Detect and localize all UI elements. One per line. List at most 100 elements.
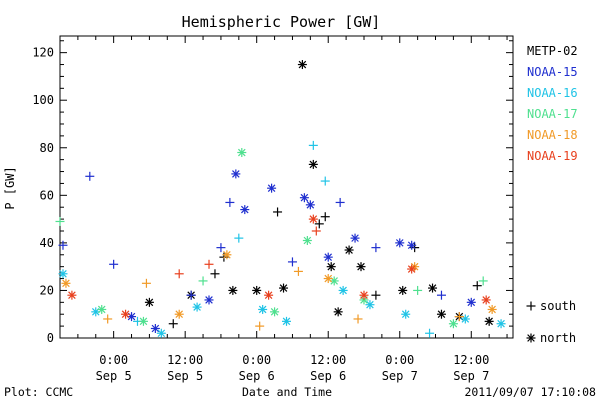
south-point [335, 197, 345, 207]
north-point [231, 169, 241, 179]
marker-stroke [309, 215, 318, 223]
footer-credit: Plot: CCMC [4, 385, 73, 399]
marker-stroke [68, 291, 76, 299]
marker-stroke [407, 241, 416, 250]
north-point [61, 278, 71, 288]
y-axis-label: P [GW] [3, 166, 17, 209]
north-point [308, 214, 318, 224]
marker-stroke [97, 305, 106, 314]
marker-stroke [300, 193, 309, 202]
south-point [273, 207, 283, 217]
marker-stroke [401, 310, 410, 319]
north-point [279, 283, 289, 293]
marker-stroke [127, 312, 136, 321]
marker-stroke [151, 324, 160, 333]
south-point [436, 290, 446, 300]
south-point [186, 290, 196, 300]
marker-legend: south north [526, 299, 576, 345]
marker-stroke [497, 319, 505, 328]
north-point [240, 205, 250, 215]
legend-item: NOAA-15 [527, 65, 578, 79]
marker-stroke [270, 308, 279, 316]
marker-stroke [485, 317, 493, 326]
marker-stroke [327, 262, 336, 271]
marker-stroke [240, 205, 249, 214]
marker-stroke [395, 239, 404, 247]
north-point [333, 307, 343, 317]
marker-stroke [59, 269, 67, 278]
north-point [326, 262, 336, 272]
y-tick-label: 120 [32, 46, 54, 60]
marker-stroke [527, 334, 535, 342]
north-point [97, 304, 107, 314]
x-tick-label-time: 0:00 [385, 353, 414, 367]
marker-stroke [282, 317, 291, 326]
north-point [121, 309, 131, 319]
south-point [308, 140, 318, 150]
marker-stroke [157, 329, 166, 338]
marker-stroke [360, 291, 368, 299]
north-point [150, 323, 160, 333]
y-tick-label: 100 [32, 93, 54, 107]
marker-stroke [267, 184, 276, 192]
y-axis: 0 20 40 60 80 100 120 [32, 40, 513, 345]
x-tick-label-date: Sep 6 [239, 369, 275, 383]
north-point [436, 309, 446, 319]
legend-item: NOAA-17 [527, 107, 578, 121]
south-point [174, 269, 184, 279]
north-point [297, 60, 307, 70]
marker-stroke [437, 310, 446, 319]
marker-stroke [488, 305, 496, 314]
south-point [234, 233, 244, 243]
x-tick-label-date: Sep 5 [96, 369, 132, 383]
north-point [398, 285, 408, 295]
north-point [308, 159, 318, 169]
north-point [237, 148, 247, 158]
marker-stroke [345, 246, 353, 254]
marker-stroke [237, 148, 246, 157]
north-point [407, 240, 417, 250]
north-point [264, 290, 274, 300]
marker-stroke [461, 315, 470, 323]
x-tick-label-date: Sep 5 [167, 369, 203, 383]
x-tick-label-date: Sep 7 [382, 369, 418, 383]
south-point [454, 312, 464, 322]
north-point [282, 316, 291, 326]
south-point [320, 212, 330, 222]
south-point [141, 278, 151, 288]
north-point [365, 300, 375, 310]
x-tick-label-time: 0:00 [242, 353, 271, 367]
y-tick-label: 0 [47, 331, 54, 345]
legend: METP-02 NOAA-15 NOAA-16 NOAA-17 NOAA-18 NOAA-… [527, 44, 578, 163]
legend-item: NOAA-16 [527, 86, 578, 100]
marker-stroke [229, 286, 237, 295]
south-point [472, 281, 482, 291]
south-point [371, 290, 381, 300]
north-point [407, 264, 417, 274]
marker-stroke [330, 277, 338, 285]
marker-stroke [232, 170, 240, 178]
x-tick-label-time: 12:00 [167, 353, 203, 367]
south-point [371, 243, 381, 253]
north-point [338, 285, 348, 295]
south-point [168, 319, 178, 329]
south-point [58, 240, 68, 250]
south-point [413, 285, 423, 295]
south-point [425, 328, 435, 338]
legend-item: METP-02 [527, 44, 578, 58]
north-point [395, 238, 405, 248]
south-point [293, 266, 303, 276]
legend-item: NOAA-19 [527, 149, 578, 163]
x-axis-label: Date and Time [242, 385, 332, 399]
marker-stroke [205, 296, 213, 304]
north-point [323, 252, 333, 262]
north-point [460, 314, 470, 324]
marker-stroke [398, 286, 407, 295]
south-point [478, 276, 488, 286]
plot-frame [59, 35, 514, 339]
marker-stroke [482, 296, 490, 304]
marker-stroke [258, 305, 267, 314]
north-point [138, 316, 148, 326]
north-point [344, 245, 354, 255]
